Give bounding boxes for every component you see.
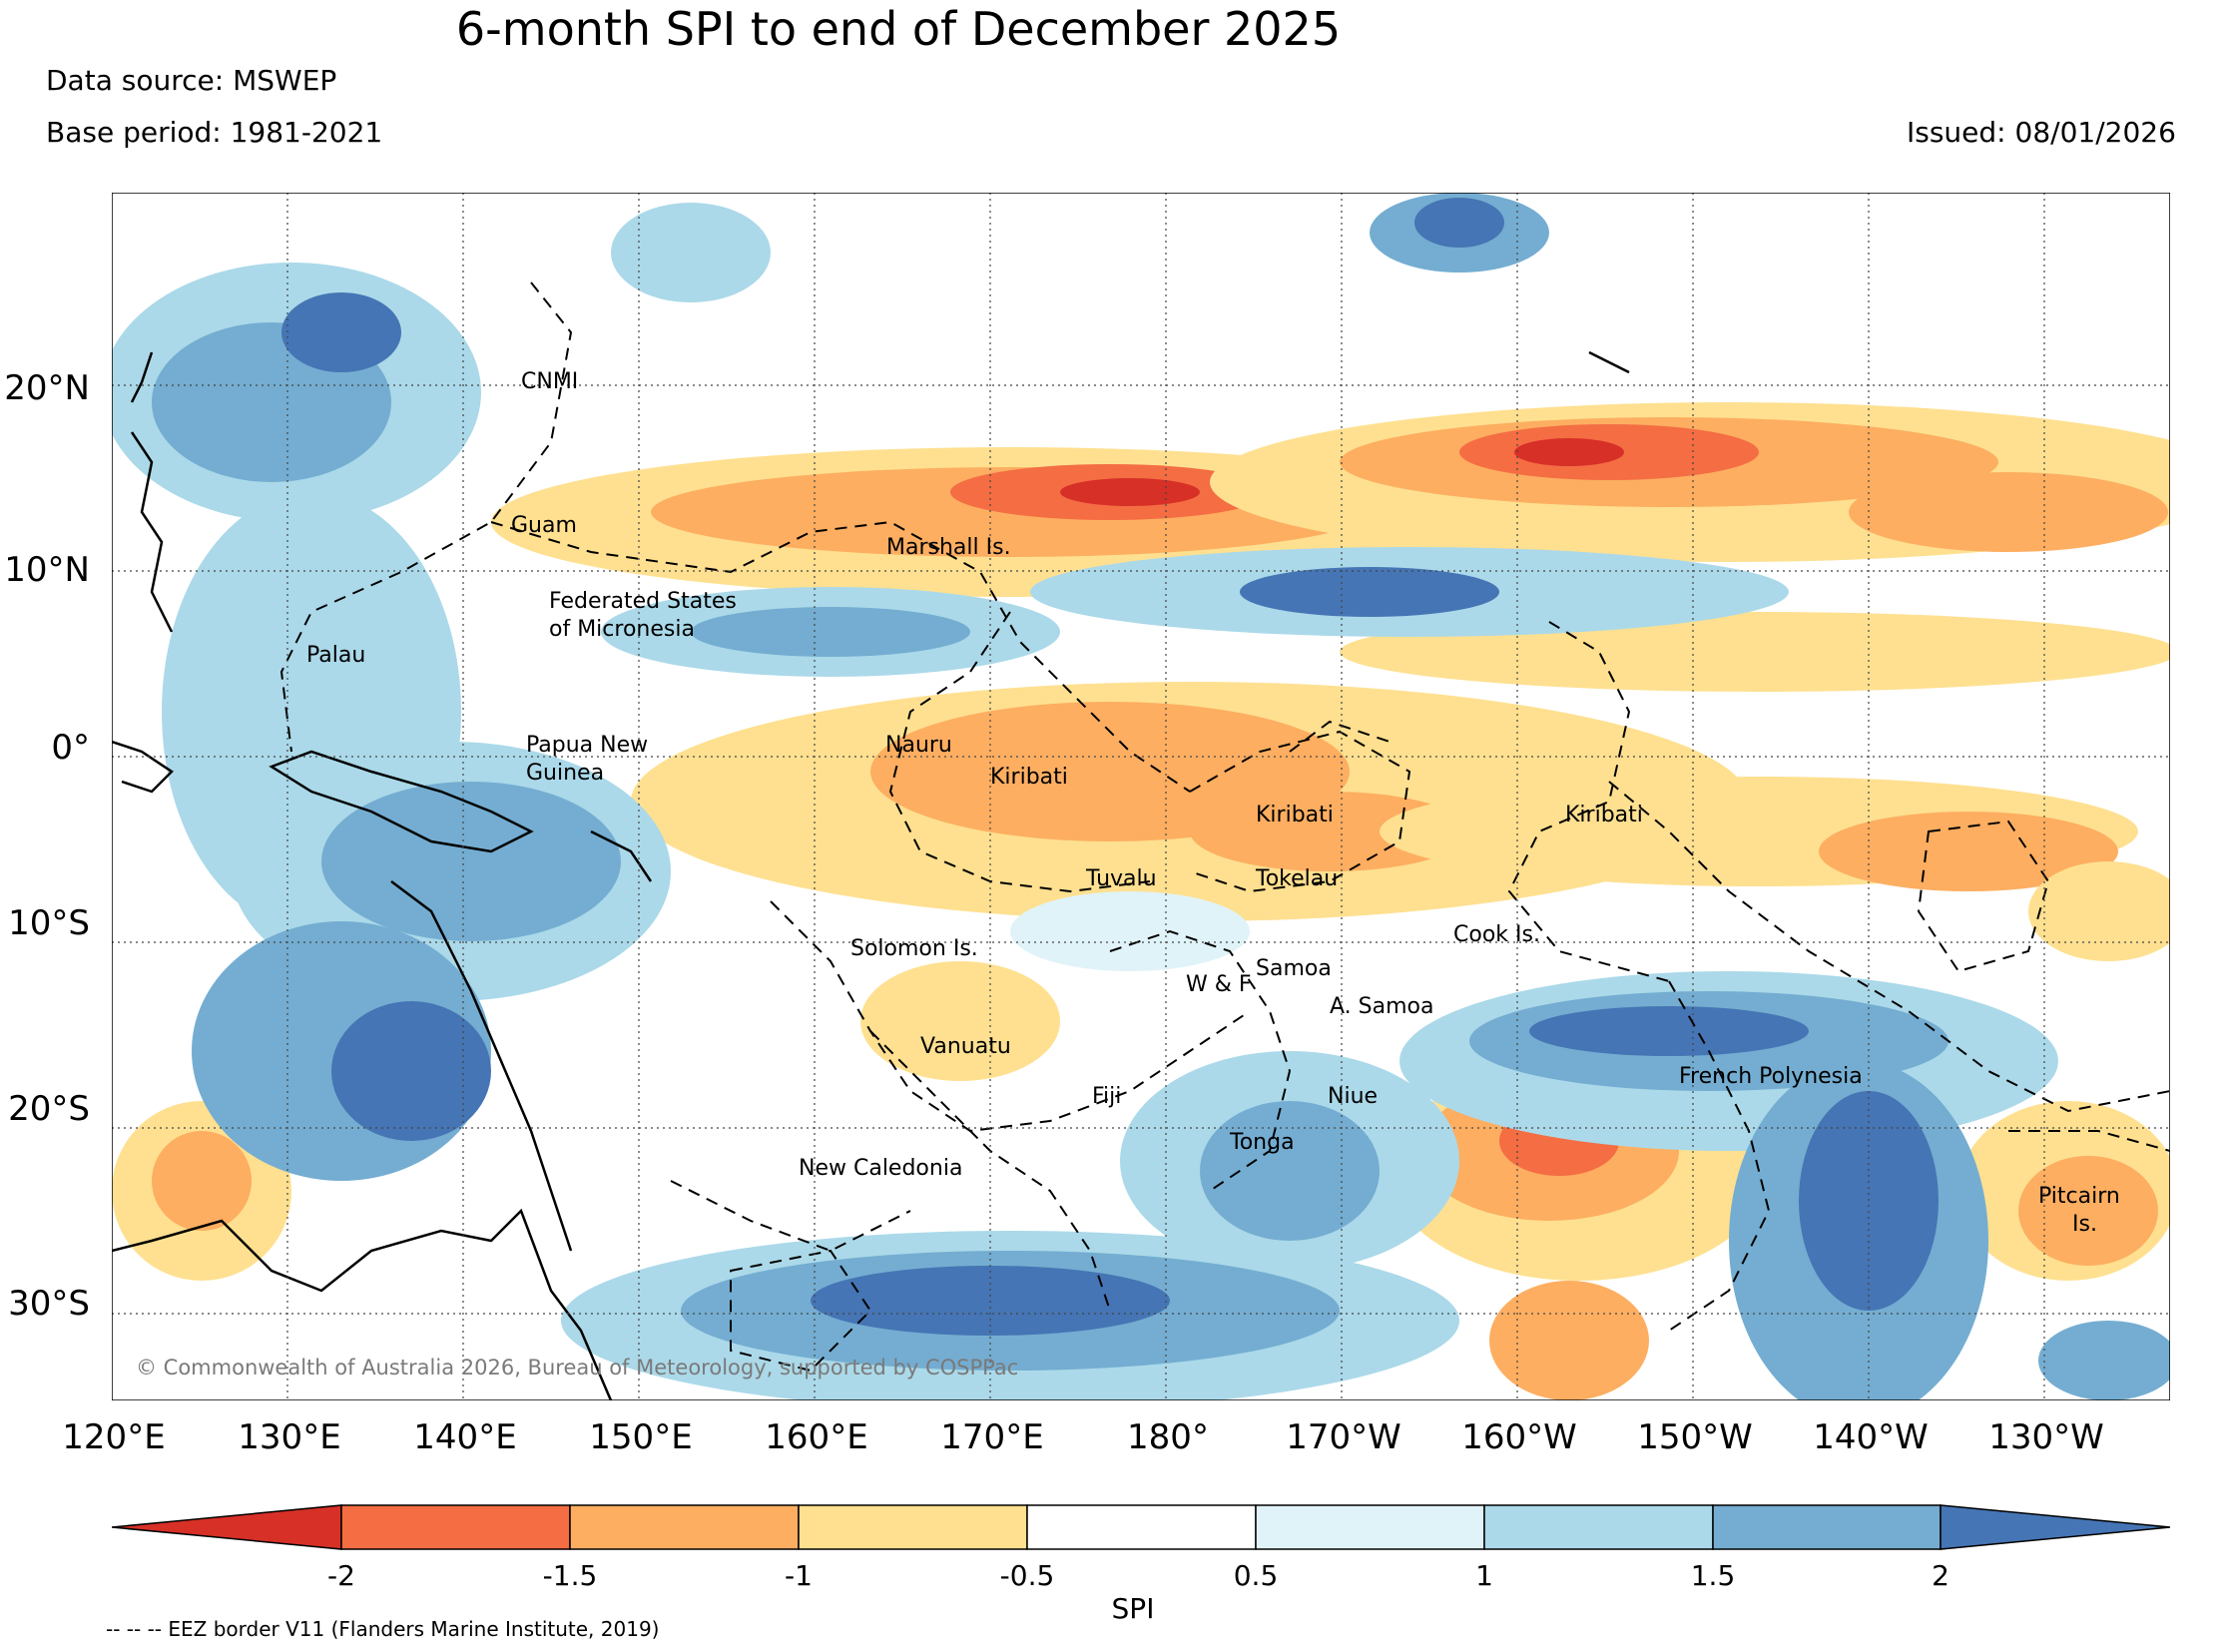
colorbar-seg-5 [1255, 1504, 1485, 1550]
lon-130e: 130°E [238, 1417, 341, 1457]
cbar-tick-0: -2 [327, 1559, 355, 1592]
lon-180: 180° [1127, 1417, 1209, 1457]
lat-10n: 10°N [4, 550, 90, 590]
cbar-tick-4: 0.5 [1233, 1559, 1279, 1592]
lat-0: 0° [51, 728, 90, 768]
colorbar-seg-4 [1026, 1504, 1257, 1550]
label-vanuatu: Vanuatu [920, 1034, 1011, 1059]
base-period: Base period: 1981-2021 [46, 116, 383, 149]
graticule [112, 193, 2170, 1400]
colorbar-seg-8 [1940, 1504, 2170, 1550]
cbar-tick-7: 2 [1932, 1559, 1949, 1592]
label-tonga: Tonga [1229, 1130, 1295, 1155]
label-kiribati-1: Kiribati [990, 765, 1068, 790]
cbar-tick-3: -0.5 [999, 1559, 1055, 1592]
data-source: Data source: MSWEP [46, 64, 337, 97]
label-frpoly: French Polynesia [1679, 1064, 1863, 1089]
label-png-1: Papua New [526, 733, 648, 758]
lon-120e: 120°E [62, 1417, 166, 1457]
lon-140w: 140°W [1813, 1417, 1929, 1457]
label-solomon: Solomon Is. [850, 936, 978, 961]
colorbar-seg-6 [1483, 1504, 1714, 1550]
label-nauru: Nauru [885, 733, 952, 758]
lon-150w: 150°W [1637, 1417, 1753, 1457]
label-cnmi: CNMI [521, 369, 578, 394]
cbar-tick-1: -1.5 [542, 1559, 598, 1592]
lat-20s: 20°S [8, 1089, 90, 1129]
colorbar-seg-7 [1712, 1504, 1942, 1550]
issued-date: Issued: 08/01/2026 [1907, 116, 2176, 149]
colorbar-seg-0 [112, 1504, 342, 1550]
label-amsamoa: A. Samoa [1330, 994, 1433, 1019]
label-fsm-1: Federated States [549, 589, 737, 614]
label-fiji: Fiji [1092, 1084, 1121, 1109]
label-png-2: Guinea [526, 761, 604, 786]
colorbar-seg-1 [340, 1504, 571, 1550]
label-newcal: New Caledonia [799, 1156, 962, 1181]
label-palau: Palau [306, 643, 365, 668]
copyright-note: © Commonwealth of Australia 2026, Bureau… [136, 1356, 1018, 1379]
lat-30s: 30°S [8, 1284, 90, 1324]
lon-130w: 130°W [1988, 1417, 2104, 1457]
spi-field [112, 193, 2170, 1400]
colorbar [112, 1504, 2170, 1550]
label-guam: Guam [511, 513, 577, 538]
cbar-tick-5: 1 [1475, 1559, 1493, 1592]
eez-legend-note: -- -- -- EEZ border V11 (Flanders Marine… [106, 1617, 660, 1641]
lon-140e: 140°E [413, 1417, 517, 1457]
label-marshall: Marshall Is. [886, 535, 1011, 560]
label-fsm-2: of Micronesia [549, 617, 695, 642]
label-pitcairn-2: Is. [2072, 1212, 2097, 1237]
label-niue: Niue [1328, 1084, 1378, 1109]
label-kiribati-2: Kiribati [1256, 803, 1334, 827]
label-kiribati-3: Kiribati [1565, 803, 1643, 827]
lon-170e: 170°E [940, 1417, 1044, 1457]
region-labels: CNMI Guam Marshall Is. Federated States … [306, 369, 2120, 1237]
label-pitcairn-1: Pitcairn [2038, 1184, 2120, 1209]
eez-borders [279, 281, 2170, 1373]
label-tokelau: Tokelau [1255, 866, 1338, 891]
label-samoa: Samoa [1256, 956, 1332, 981]
colorbar-label: SPI [1111, 1592, 1155, 1625]
cbar-tick-2: -1 [785, 1559, 813, 1592]
label-wf: W & F [1186, 972, 1252, 997]
colorbar-seg-3 [798, 1504, 1028, 1550]
cbar-tick-6: 1.5 [1690, 1559, 1736, 1592]
lon-160e: 160°E [765, 1417, 868, 1457]
label-cook: Cook Is. [1453, 922, 1540, 947]
coastlines [112, 350, 1630, 1400]
lat-10s: 10°S [8, 903, 90, 943]
colorbar-seg-2 [569, 1504, 800, 1550]
lon-160w: 160°W [1461, 1417, 1577, 1457]
map-title: 6-month SPI to end of December 2025 [455, 2, 1342, 56]
lon-170w: 170°W [1286, 1417, 1401, 1457]
label-tuvalu: Tuvalu [1085, 866, 1157, 891]
lat-20n: 20°N [4, 368, 90, 408]
lon-150e: 150°E [589, 1417, 693, 1457]
spi-map: CNMI Guam Marshall Is. Federated States … [112, 193, 2170, 1400]
